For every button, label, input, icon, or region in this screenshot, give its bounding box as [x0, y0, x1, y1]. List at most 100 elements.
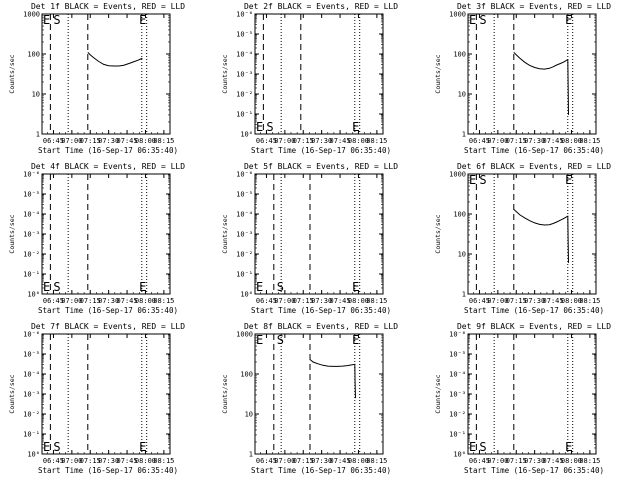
- x-axis-label: Start Time (16-Sep-17 06:35:40): [464, 306, 604, 315]
- panel-title: Det 3f BLACK = Events, RED = LLD: [457, 2, 611, 11]
- y-tick-label: 10⁻³: [236, 71, 253, 79]
- y-tick-label: 10⁻¹: [23, 431, 40, 439]
- x-tick-label: 06:45: [469, 137, 490, 145]
- start-edge-marker-label: E: [43, 440, 50, 454]
- x-axis-label: Start Time (16-Sep-17 06:35:40): [251, 306, 391, 315]
- x-tick-label: 07:00: [61, 137, 82, 145]
- x-axis-label: Start Time (16-Sep-17 06:35:40): [464, 466, 604, 475]
- y-tick-label: 1000: [449, 11, 466, 19]
- y-tick-label: 10⁻⁶: [449, 331, 466, 339]
- x-tick-label: 07:00: [274, 297, 295, 305]
- y-tick-label: 10⁻²: [236, 251, 253, 259]
- y-tick-label: 10⁻⁴: [449, 371, 466, 379]
- y-tick-label: 10: [32, 91, 40, 99]
- y-tick-label: 10⁻¹: [236, 271, 253, 279]
- panel-title: Det 9f BLACK = Events, RED = LLD: [457, 322, 611, 331]
- y-tick-label: 100: [240, 371, 253, 379]
- x-tick-label: 07:30: [98, 137, 119, 145]
- start-edge-marker-label: E: [256, 333, 263, 347]
- x-tick-label: 07:45: [117, 297, 138, 305]
- x-axis-label: Start Time (16-Sep-17 06:35:40): [38, 306, 178, 315]
- x-tick-label: 08:15: [579, 137, 600, 145]
- detector-panel-9: Det 9f BLACK = Events, RED = LLD 10⁰ 10⁻¹ 1…: [434, 322, 611, 475]
- y-tick-label: 1: [249, 451, 253, 459]
- x-tick-label: 08:00: [348, 137, 369, 145]
- y-axis-label: Counts/sec: [434, 214, 442, 253]
- y-tick-label: 1: [36, 131, 40, 139]
- start-marker-label: S: [277, 280, 284, 294]
- x-tick-label: 07:45: [543, 297, 564, 305]
- y-tick-label: 1: [462, 291, 466, 299]
- start-edge-marker-label: E: [43, 13, 50, 27]
- start-edge-marker-label: E: [469, 13, 476, 27]
- events-series-line: [87, 51, 143, 67]
- events-series-line: [309, 359, 356, 399]
- x-tick-label: 08:00: [135, 457, 156, 465]
- y-tick-label: 100: [453, 51, 466, 59]
- y-tick-label: 10⁻³: [449, 391, 466, 399]
- y-tick-label: 10⁻⁶: [236, 171, 253, 179]
- plot-frame: [467, 333, 597, 455]
- x-axis-label: Start Time (16-Sep-17 06:35:40): [251, 146, 391, 155]
- x-tick-label: 07:00: [61, 457, 82, 465]
- start-marker-label: S: [266, 120, 273, 134]
- start-marker-label: S: [53, 13, 60, 27]
- x-tick-label: 07:30: [311, 137, 332, 145]
- panel-title: Det 4f BLACK = Events, RED = LLD: [31, 162, 185, 171]
- x-axis-label: Start Time (16-Sep-17 06:35:40): [251, 466, 391, 475]
- end-marker-label: E: [139, 13, 146, 27]
- x-tick-label: 06:45: [469, 457, 490, 465]
- panel-title: Det 6f BLACK = Events, RED = LLD: [457, 162, 611, 171]
- detector-panel-5: Det 5f BLACK = Events, RED = LLD 10⁰ 10⁻¹ 1…: [221, 162, 398, 315]
- start-edge-marker-label: E: [469, 440, 476, 454]
- detector-panel-8: Det 8f BLACK = Events, RED = LLD 1 10 100 10…: [221, 322, 398, 475]
- y-tick-label: 10⁻⁴: [23, 211, 40, 219]
- x-tick-label: 07:00: [487, 137, 508, 145]
- y-axis-label: Counts/sec: [221, 374, 229, 413]
- panel-title: Det 7f BLACK = Events, RED = LLD: [31, 322, 185, 331]
- y-axis-label: Counts/sec: [221, 214, 229, 253]
- end-marker-label: E: [352, 280, 359, 294]
- x-tick-label: 06:45: [256, 137, 277, 145]
- x-tick-label: 08:15: [366, 457, 387, 465]
- x-tick-label: 07:30: [98, 457, 119, 465]
- y-tick-label: 10⁻⁵: [236, 191, 253, 199]
- detector-panel-1: Det 1f BLACK = Events, RED = LLD 1 10 100 10…: [8, 2, 185, 155]
- end-marker-label: E: [565, 440, 572, 454]
- x-tick-label: 06:45: [256, 297, 277, 305]
- end-marker-label: E: [352, 120, 359, 134]
- y-tick-label: 10⁻¹: [449, 431, 466, 439]
- x-tick-label: 07:00: [487, 297, 508, 305]
- events-series-line: [513, 51, 569, 115]
- start-marker-label: S: [479, 440, 486, 454]
- y-tick-label: 10⁻²: [23, 411, 40, 419]
- y-tick-label: 10⁻⁵: [449, 351, 466, 359]
- plot-frame: [41, 13, 171, 135]
- x-tick-label: 07:00: [487, 457, 508, 465]
- detector-panel-4: Det 4f BLACK = Events, RED = LLD 10⁰ 10⁻¹ 1…: [8, 162, 185, 315]
- x-tick-label: 07:15: [293, 297, 314, 305]
- x-tick-label: 07:15: [80, 137, 101, 145]
- end-marker-label: E: [139, 440, 146, 454]
- x-tick-label: 07:30: [311, 297, 332, 305]
- y-axis-label: Counts/sec: [8, 214, 16, 253]
- start-edge-marker-label: E: [256, 120, 263, 134]
- x-tick-label: 07:30: [524, 137, 545, 145]
- detector-panel-6: Det 6f BLACK = Events, RED = LLD 1 10 100 10…: [434, 162, 611, 315]
- x-tick-label: 07:45: [117, 457, 138, 465]
- plot-frame: [254, 13, 384, 135]
- x-tick-label: 06:45: [256, 457, 277, 465]
- start-edge-marker-label: E: [43, 280, 50, 294]
- x-axis-label: Start Time (16-Sep-17 06:35:40): [38, 466, 178, 475]
- y-tick-label: 10: [245, 411, 253, 419]
- x-tick-label: 07:30: [524, 297, 545, 305]
- panel-title: Det 8f BLACK = Events, RED = LLD: [244, 322, 398, 331]
- y-tick-label: 10⁻²: [23, 251, 40, 259]
- plot-frame: [41, 173, 171, 295]
- y-tick-label: 10⁰: [453, 451, 466, 459]
- y-tick-label: 10⁻⁵: [23, 191, 40, 199]
- y-tick-label: 10⁻⁶: [236, 11, 253, 19]
- x-tick-label: 07:45: [330, 457, 351, 465]
- y-tick-label: 10⁻⁶: [23, 331, 40, 339]
- y-axis-label: Counts/sec: [434, 374, 442, 413]
